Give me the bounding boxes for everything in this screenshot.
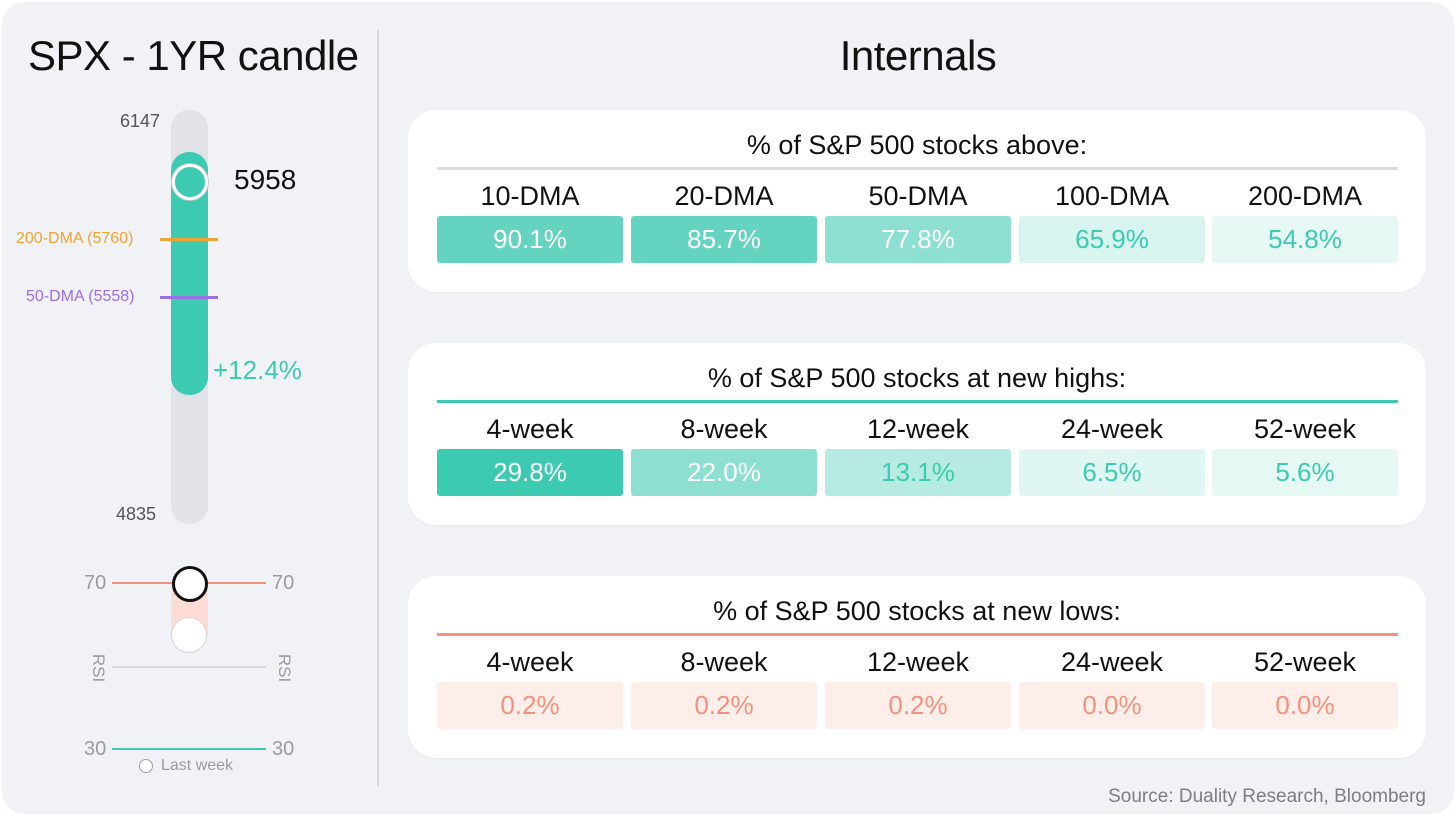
- metric-value-cell: 5.6%: [1212, 449, 1398, 496]
- metric-header: 100-DMA: [1054, 181, 1170, 211]
- metric-header: 4-week: [486, 647, 574, 677]
- last-week-legend-label: Last week: [161, 757, 234, 774]
- panel-divider: [377, 30, 379, 786]
- candle-title: SPX - 1YR candle: [28, 32, 359, 79]
- metric-value-cell: 22.0%: [631, 449, 817, 496]
- panel-title: % of S&P 500 stocks at new lows:: [713, 596, 1121, 626]
- panel-rule: [437, 633, 1398, 636]
- last-week-legend-icon: [139, 759, 153, 773]
- rsi-label-right: RSI: [275, 653, 295, 683]
- dma-200-line: [160, 238, 218, 241]
- metric-header: 12-week: [866, 647, 970, 677]
- metric-column: 20-DMA 85.7%: [631, 176, 817, 263]
- metric-column: 8-week 0.2%: [631, 642, 817, 729]
- metric-header: 24-week: [1060, 647, 1164, 677]
- metric-value-cell: 77.8%: [825, 216, 1011, 263]
- metric-column: 24-week 6.5%: [1019, 409, 1205, 496]
- rsi-label-left: RSI: [89, 653, 109, 683]
- panel-rule: [437, 167, 1398, 170]
- metric-column: 12-week 13.1%: [825, 409, 1011, 496]
- metric-value-cell: 0.0%: [1212, 682, 1398, 729]
- rsi-midline: [112, 666, 266, 668]
- metric-header: 24-week: [1060, 414, 1164, 444]
- metric-header: 10-DMA: [480, 181, 580, 211]
- metric-value-cell: 29.8%: [437, 449, 623, 496]
- metric-header: 8-week: [680, 647, 768, 677]
- metric-column: 4-week 29.8%: [437, 409, 623, 496]
- rsi-last-week-marker: [171, 617, 207, 653]
- metric-header: 200-DMA: [1247, 181, 1363, 211]
- panel-title: % of S&P 500 stocks at new highs:: [707, 363, 1127, 393]
- metric-header: 52-week: [1253, 414, 1357, 444]
- rsi-70-right: 70: [272, 572, 295, 594]
- dma-50-line: [160, 296, 218, 299]
- internals-panel-2: % of S&P 500 stocks at new highs: 4-week 2…: [408, 343, 1426, 525]
- range-low-label: 4835: [116, 504, 157, 524]
- metric-column: 8-week 22.0%: [631, 409, 817, 496]
- rsi-current-marker: [172, 566, 208, 602]
- metric-value-cell: 0.2%: [825, 682, 1011, 729]
- dma-200-label: 200-DMA (5760): [16, 230, 134, 247]
- change-label: +12.4%: [213, 355, 302, 385]
- dma-50-label: 50-DMA (5558): [26, 288, 135, 305]
- rsi-70-left: 70: [84, 572, 107, 594]
- metric-value-cell: 65.9%: [1019, 216, 1205, 263]
- metric-value-cell: 90.1%: [437, 216, 623, 263]
- metric-header: 50-DMA: [868, 181, 968, 211]
- metric-column: 12-week 0.2%: [825, 642, 1011, 729]
- current-price-marker: [172, 164, 208, 200]
- metric-value-cell: 13.1%: [825, 449, 1011, 496]
- metric-value-cell: 0.0%: [1019, 682, 1205, 729]
- metric-value-cell: 6.5%: [1019, 449, 1205, 496]
- panel-rule: [437, 400, 1398, 403]
- metric-column: 50-DMA 77.8%: [825, 176, 1011, 263]
- metric-value-cell: 0.2%: [437, 682, 623, 729]
- current-price-label: 5958: [234, 164, 297, 195]
- metric-column: 24-week 0.0%: [1019, 642, 1205, 729]
- metric-header: 12-week: [866, 414, 970, 444]
- rsi-30-right: 30: [272, 738, 295, 760]
- metric-header: 8-week: [680, 414, 768, 444]
- metric-column: 52-week 5.6%: [1212, 409, 1398, 496]
- metric-column: 200-DMA 54.8%: [1212, 176, 1398, 263]
- metric-value-cell: 0.2%: [631, 682, 817, 729]
- metric-column: 100-DMA 65.9%: [1019, 176, 1205, 263]
- metric-column: 10-DMA 90.1%: [437, 176, 623, 263]
- rsi-30-left: 30: [84, 738, 107, 760]
- metric-column: 4-week 0.2%: [437, 642, 623, 729]
- metric-header: 52-week: [1253, 647, 1357, 677]
- metric-header: 4-week: [486, 414, 574, 444]
- panel-title: % of S&P 500 stocks above:: [746, 130, 1088, 160]
- metric-header: 20-DMA: [674, 181, 774, 211]
- internals-panel-1: % of S&P 500 stocks above: 10-DMA 90.1% 20-…: [408, 110, 1426, 292]
- metric-value-cell: 85.7%: [631, 216, 817, 263]
- source-note: Source: Duality Research, Bloomberg: [1108, 786, 1426, 807]
- internals-title: Internals: [839, 32, 997, 79]
- internals-panel-3: % of S&P 500 stocks at new lows: 4-week 0.…: [408, 576, 1426, 758]
- range-high-label: 6147: [120, 111, 161, 131]
- metric-value-cell: 54.8%: [1212, 216, 1398, 263]
- metric-column: 52-week 0.0%: [1212, 642, 1398, 729]
- rsi-30-line: [112, 748, 266, 750]
